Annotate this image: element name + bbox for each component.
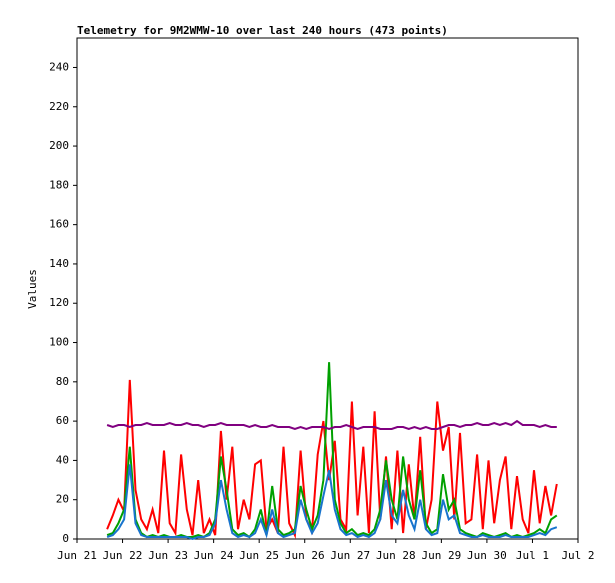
x-tick-label: Jul 2 (561, 549, 594, 562)
x-tick-label: Jun 27 (330, 549, 370, 562)
x-tick-label: Jun 28 (376, 549, 416, 562)
y-tick-label: 240 (49, 60, 69, 73)
y-tick-label: 200 (49, 139, 69, 152)
y-tick-label: 100 (49, 336, 69, 349)
y-tick-label: 140 (49, 257, 69, 270)
x-tick-label: Jun 30 (467, 549, 507, 562)
plot-frame (76, 37, 579, 540)
x-tick-label: Jun 26 (285, 549, 325, 562)
chart-title: Telemetry for 9M2WMW-10 over last 240 ho… (77, 24, 448, 37)
y-tick-label: 220 (49, 100, 69, 113)
series-line (106, 362, 558, 539)
x-tick-label: Jun 24 (194, 549, 234, 562)
y-tick-label: 60 (56, 414, 69, 427)
y-tick-label: 20 (56, 493, 69, 506)
y-tick-label: 180 (49, 178, 69, 191)
y-tick-label: 40 (56, 453, 69, 466)
x-tick-label: Jun 23 (148, 549, 188, 562)
series-line (106, 419, 557, 431)
y-tick-label: 0 (62, 532, 69, 545)
y-axis-label: Values (26, 269, 39, 309)
series-line (106, 464, 558, 541)
x-tick-label: Jun 25 (239, 549, 279, 562)
y-tick-label: 120 (49, 296, 69, 309)
y-tick-label: 160 (49, 218, 69, 231)
x-tick-label: Jun 22 (103, 549, 143, 562)
series-line (106, 379, 558, 539)
x-tick-label: Jun 29 (421, 549, 461, 562)
x-tick-label: Jun 21 (57, 549, 97, 562)
x-tick-label: Jul 1 (516, 549, 549, 562)
y-tick-label: 80 (56, 375, 69, 388)
